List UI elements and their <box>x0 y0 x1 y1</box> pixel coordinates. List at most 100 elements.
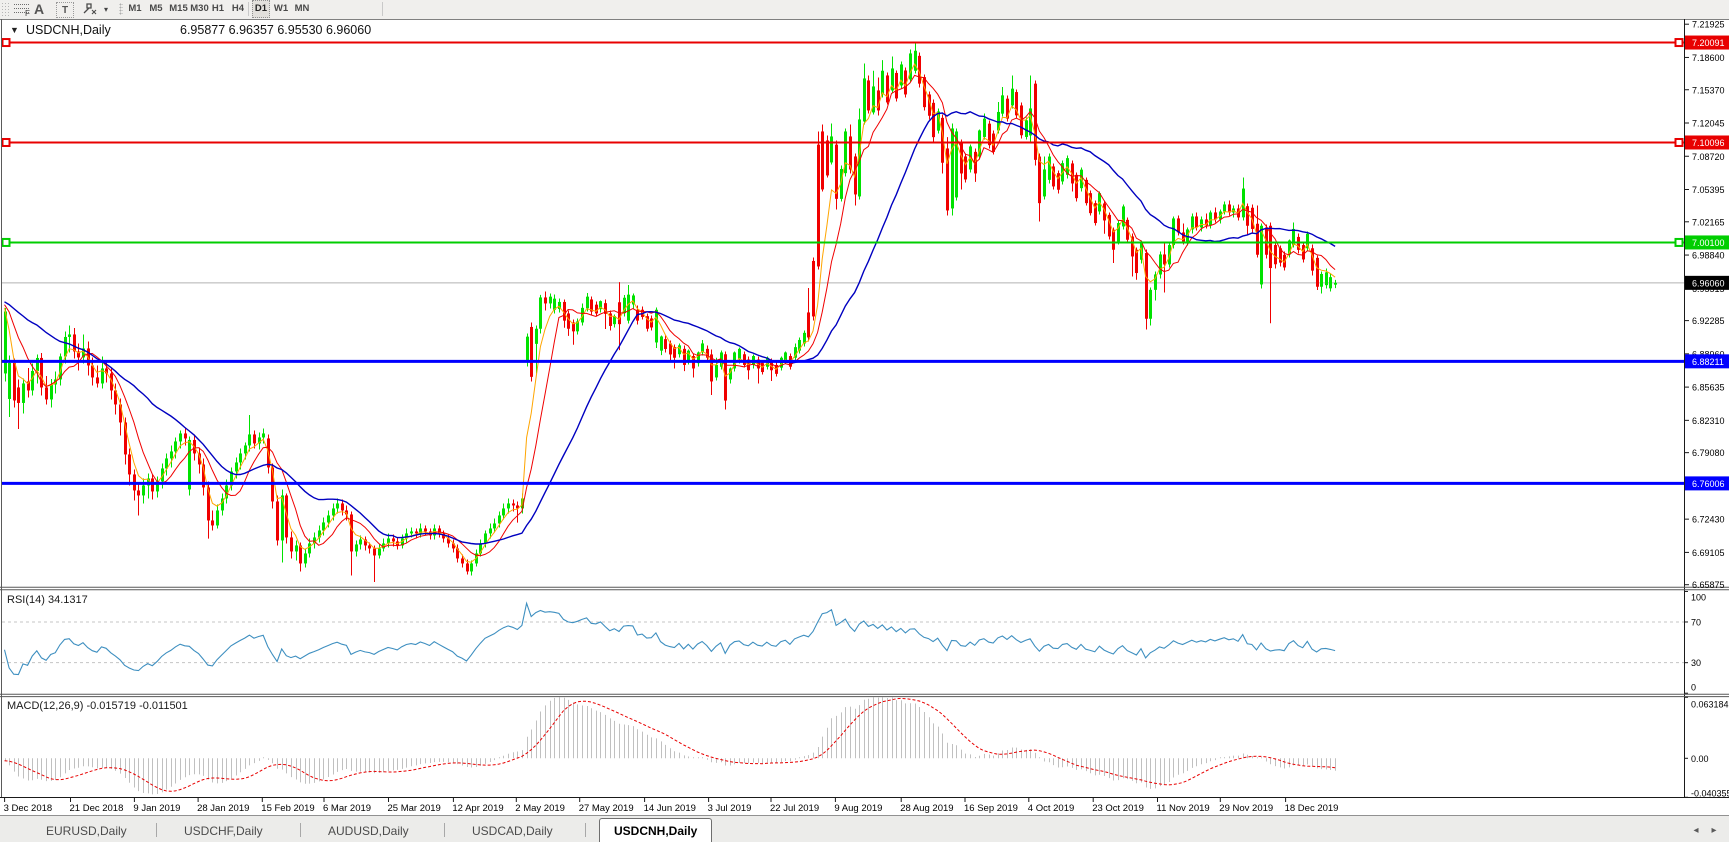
price-label: 6.82310 <box>1692 416 1725 426</box>
rsi-scale-label: 30 <box>1691 658 1701 668</box>
price-badge-bg <box>1685 275 1729 290</box>
tab-separator <box>444 823 445 837</box>
price-badge-text: 6.76006 <box>1692 479 1725 489</box>
tab-scroll-right-icon[interactable]: ▸ <box>1711 825 1717 836</box>
chart-window-bg <box>0 19 1729 815</box>
fibonacci-grid-icon[interactable]: F <box>12 1 34 17</box>
price-badge-bg <box>1685 476 1729 491</box>
macd-pane-label: MACD(12,26,9) -0.015719 -0.011501 <box>7 700 188 712</box>
tab-separator <box>156 823 157 837</box>
tab-usdchf[interactable]: USDCHF,Daily <box>184 824 263 838</box>
time-label: 18 Dec 2019 <box>1285 803 1339 814</box>
tab-usdcnh[interactable]: USDCNH,Daily <box>599 818 713 842</box>
timeframe-button-h1[interactable]: H1 <box>211 3 225 14</box>
toolbar-grip[interactable] <box>1 2 9 16</box>
hline-marker[interactable] <box>1674 38 1684 48</box>
timeframe-button-m5[interactable]: M5 <box>149 3 163 14</box>
time-label: 28 Jan 2019 <box>197 803 249 814</box>
chart-area[interactable]: 7.21925 7.18600 7.15370 7.12045 7.08720 7.053… <box>0 19 1729 815</box>
time-label: 6 Mar 2019 <box>323 803 371 814</box>
timeframe-button-w1[interactable]: W1 <box>273 3 289 14</box>
price-label: 7.02165 <box>1692 217 1725 227</box>
price-label: 6.72430 <box>1692 515 1725 525</box>
timeframe-button-mn[interactable]: MN <box>294 3 310 14</box>
macd-scale-label: -0.040355 <box>1691 789 1729 799</box>
rsi-line <box>3 601 1336 676</box>
timeframe-button-h4[interactable]: H4 <box>231 3 245 14</box>
toolbar-separator <box>382 2 383 16</box>
timeframe-button-d1[interactable]: D1 <box>252 0 270 18</box>
price-badge-text: 6.88211 <box>1692 357 1724 367</box>
chart-title-ohlc: 6.95877 6.96357 6.95530 6.96060 <box>180 23 371 37</box>
price-badge: 7.20091 <box>1685 35 1729 50</box>
hline-marker[interactable] <box>2 237 11 247</box>
arrows-tool-icon[interactable] <box>80 1 100 17</box>
price-badge: 7.00100 <box>1685 235 1729 250</box>
time-axis[interactable]: 3 Dec 2018 21 Dec 2018 9 Jan 2019 28 Jan 20… <box>4 798 1339 814</box>
price-label: 7.12045 <box>1692 119 1725 129</box>
time-label: 4 Oct 2019 <box>1028 803 1074 814</box>
price-axis[interactable]: 7.21925 7.18600 7.15370 7.12045 7.08720 7.053… <box>1685 20 1729 799</box>
hline-marker[interactable] <box>1674 237 1684 247</box>
price-label: 6.85635 <box>1692 383 1725 393</box>
time-label: 3 Dec 2018 <box>4 803 53 814</box>
toolbar-separator <box>248 2 249 16</box>
timeframe-button-m30[interactable]: M30 <box>190 3 209 14</box>
tab-separator <box>300 823 301 837</box>
price-label: 7.08720 <box>1692 152 1725 162</box>
price-badge-text: 7.10096 <box>1692 138 1725 148</box>
dropdown-caret-glyph: ▾ <box>103 4 108 14</box>
candlestick-series <box>4 43 1337 582</box>
dropdown-caret-icon[interactable]: ▾ <box>100 1 112 17</box>
text-box-glyph: T <box>61 4 69 16</box>
arrows-tool-svg <box>83 3 97 15</box>
chart-title: ▼ USDCNH,Daily 6.95877 6.96357 6.95530 6.9… <box>10 23 371 37</box>
time-label: 21 Dec 2018 <box>70 803 124 814</box>
price-label: 7.05395 <box>1692 185 1725 195</box>
macd-pane <box>4 697 1336 795</box>
rsi-pane-label: RSI(14) 34.1317 <box>7 594 88 606</box>
ma-fast-line <box>4 62 1336 563</box>
time-label: 3 Jul 2019 <box>708 803 752 814</box>
tab-usdcad[interactable]: USDCAD,Daily <box>472 824 553 838</box>
rsi-pane <box>2 601 1684 676</box>
timeframe-button-m15[interactable]: M15 <box>169 3 188 14</box>
time-label: 25 Mar 2019 <box>388 803 441 814</box>
time-label: 23 Oct 2019 <box>1092 803 1144 814</box>
macd-signal-line <box>4 697 1336 792</box>
price-label: 6.79080 <box>1692 448 1725 458</box>
time-label: 9 Jan 2019 <box>133 803 180 814</box>
time-label: 14 Jun 2019 <box>644 803 696 814</box>
price-label: 6.65875 <box>1692 580 1725 590</box>
time-label: 2 May 2019 <box>515 803 565 814</box>
time-label: 15 Feb 2019 <box>261 803 314 814</box>
rsi-scale-label: 0 <box>1691 683 1696 693</box>
text-label-icon[interactable]: A <box>28 1 50 17</box>
time-label: 16 Sep 2019 <box>964 803 1018 814</box>
hline-marker[interactable] <box>2 38 11 48</box>
text-box-icon[interactable]: T <box>56 2 74 18</box>
price-label: 7.18600 <box>1692 53 1725 63</box>
toolbar-grip-2[interactable] <box>119 3 123 15</box>
time-label: 9 Aug 2019 <box>834 803 882 814</box>
tab-audusd[interactable]: AUDUSD,Daily <box>328 824 409 838</box>
time-label: 22 Jul 2019 <box>770 803 819 814</box>
chart-tab-bar: EURUSD,Daily USDCHF,Daily AUDUSD,Daily USDC… <box>0 815 1729 842</box>
tab-eurusd[interactable]: EURUSD,Daily <box>46 824 127 838</box>
price-badge-text: 6.96060 <box>1692 278 1725 288</box>
price-badge-text: 7.20091 <box>1692 38 1725 48</box>
price-label: 6.98840 <box>1692 251 1725 261</box>
collapse-caret-icon[interactable]: ▼ <box>10 25 19 35</box>
price-badge: 7.10096 <box>1685 135 1729 150</box>
tab-scroll-left-icon[interactable]: ◂ <box>1693 825 1699 836</box>
hline-marker[interactable] <box>2 137 11 147</box>
macd-histogram <box>5 697 1336 795</box>
rsi-scale-label: 100 <box>1691 593 1706 603</box>
hline-marker[interactable] <box>1674 137 1684 147</box>
price-badge-bg <box>1685 35 1729 50</box>
fibonacci-grid-svg: F <box>14 3 30 17</box>
price-label: 6.92285 <box>1692 316 1725 326</box>
price-badge-bg <box>1685 354 1729 369</box>
price-badge-bg <box>1685 135 1729 150</box>
timeframe-button-m1[interactable]: M1 <box>128 3 142 14</box>
